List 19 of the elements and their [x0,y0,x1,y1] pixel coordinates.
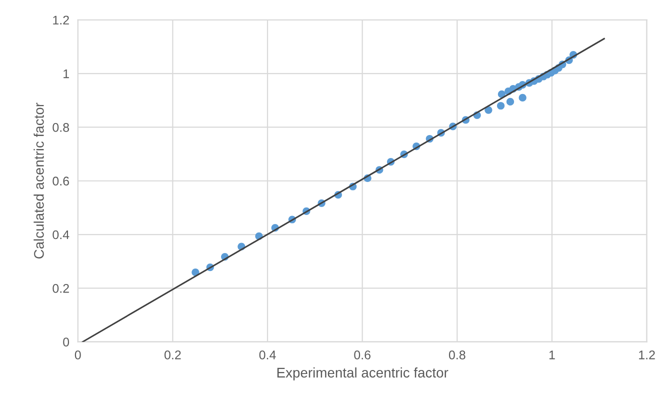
y-axis-title: Calculated acentric factor [34,102,44,259]
y-tick-label: 0 [63,338,70,347]
point [518,94,526,102]
y-tick-label: 1 [64,69,69,78]
y-tick-label: 0.6 [52,176,69,186]
x-tick-label: 0.8 [448,350,466,360]
y-tick-label: 0.8 [52,123,70,132]
point [496,102,505,110]
x-tick-label: 0.4 [259,350,276,360]
x-tick-label: 1 [549,350,555,360]
x-tick-label: 0.2 [164,350,181,360]
x-tick-label: 1.2 [639,350,655,360]
point [506,98,514,106]
y-tick-label: 0.2 [52,284,69,293]
x-tick-label: 0 [74,350,81,360]
y-tick-label: 1.2 [53,16,69,24]
x-tick-label: 0.6 [354,350,370,360]
x-axis-title: Experimental acentric factor [277,367,448,380]
y-tick-label: 0.4 [52,230,70,240]
